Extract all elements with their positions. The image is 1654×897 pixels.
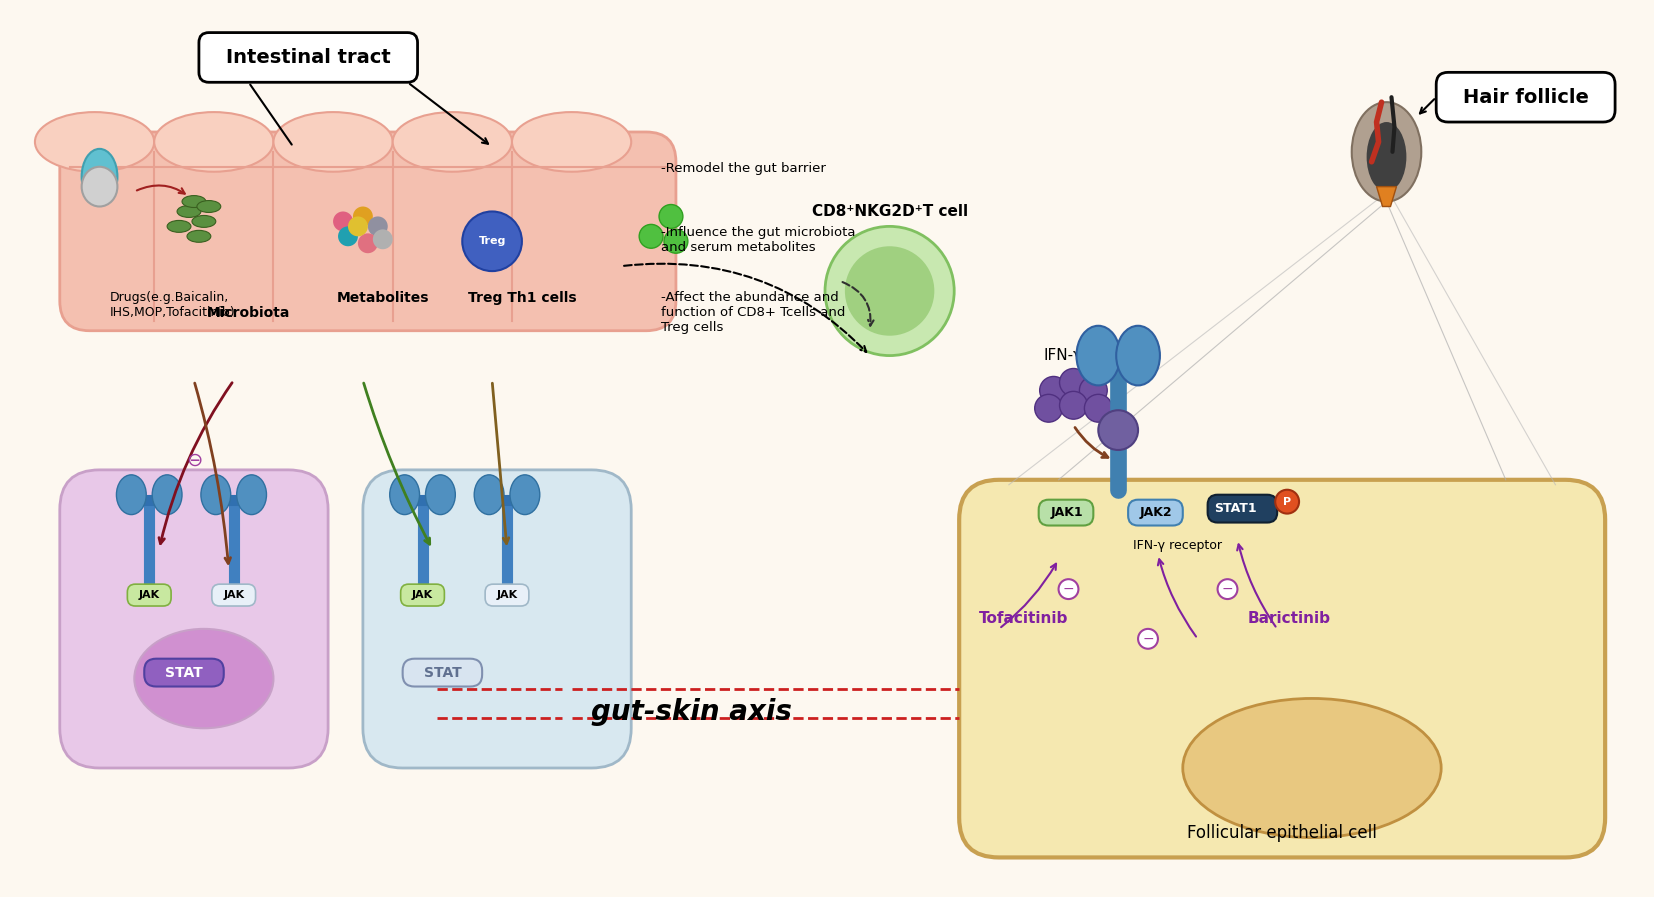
- Ellipse shape: [35, 112, 154, 171]
- Circle shape: [337, 226, 357, 247]
- Ellipse shape: [167, 221, 190, 232]
- Circle shape: [825, 226, 954, 355]
- Ellipse shape: [1351, 102, 1421, 202]
- Circle shape: [1098, 410, 1138, 450]
- Ellipse shape: [81, 167, 117, 206]
- Circle shape: [1060, 369, 1087, 396]
- FancyBboxPatch shape: [60, 132, 676, 331]
- Ellipse shape: [475, 475, 504, 515]
- Ellipse shape: [182, 196, 205, 207]
- Text: Metabolites: Metabolites: [336, 291, 428, 305]
- Circle shape: [1040, 377, 1067, 405]
- Text: ⊖: ⊖: [185, 450, 202, 469]
- Text: Treg: Treg: [478, 236, 506, 247]
- Text: JAK: JAK: [412, 590, 433, 600]
- FancyBboxPatch shape: [144, 658, 223, 686]
- Ellipse shape: [152, 475, 182, 515]
- Ellipse shape: [237, 475, 266, 515]
- FancyBboxPatch shape: [127, 584, 170, 606]
- Text: STAT: STAT: [165, 666, 203, 680]
- Circle shape: [1080, 377, 1107, 405]
- Ellipse shape: [197, 201, 220, 213]
- Text: JAK: JAK: [496, 590, 518, 600]
- Ellipse shape: [1077, 326, 1120, 386]
- Text: -Affect the abundance and
function of CD8+ Tcells and
Treg cells: -Affect the abundance and function of CD…: [662, 291, 845, 334]
- Text: Drugs(e.g.Baicalin,
IHS,MOP,Tofacitinib): Drugs(e.g.Baicalin, IHS,MOP,Tofacitinib): [109, 291, 235, 319]
- FancyBboxPatch shape: [362, 470, 632, 768]
- Ellipse shape: [1183, 699, 1441, 838]
- Ellipse shape: [273, 112, 392, 171]
- FancyBboxPatch shape: [959, 480, 1604, 858]
- Ellipse shape: [81, 149, 117, 205]
- FancyBboxPatch shape: [198, 32, 417, 83]
- Circle shape: [357, 233, 377, 253]
- FancyBboxPatch shape: [1436, 73, 1614, 122]
- Text: JAK: JAK: [139, 590, 160, 600]
- Circle shape: [352, 206, 372, 226]
- Text: JAK2: JAK2: [1140, 506, 1173, 519]
- Text: -Remodel the gut barrier: -Remodel the gut barrier: [662, 161, 825, 175]
- Text: Intestinal tract: Intestinal tract: [227, 48, 390, 67]
- Text: IFN-γ: IFN-γ: [1044, 348, 1083, 363]
- Ellipse shape: [192, 215, 215, 227]
- Circle shape: [1138, 629, 1158, 649]
- Circle shape: [845, 247, 935, 335]
- Ellipse shape: [1366, 122, 1406, 192]
- Text: JAK: JAK: [223, 590, 245, 600]
- Text: Microbiota: Microbiota: [207, 306, 291, 320]
- Text: −: −: [1143, 631, 1154, 646]
- FancyBboxPatch shape: [212, 584, 256, 606]
- Polygon shape: [1376, 187, 1396, 206]
- FancyBboxPatch shape: [485, 584, 529, 606]
- Ellipse shape: [392, 112, 513, 171]
- FancyBboxPatch shape: [1039, 500, 1093, 526]
- Circle shape: [1275, 490, 1298, 514]
- FancyBboxPatch shape: [1207, 495, 1277, 523]
- Circle shape: [1217, 579, 1237, 599]
- Ellipse shape: [390, 475, 420, 515]
- Ellipse shape: [425, 475, 455, 515]
- Circle shape: [663, 230, 688, 253]
- Ellipse shape: [509, 475, 539, 515]
- Text: Barictinib: Barictinib: [1247, 612, 1330, 626]
- Circle shape: [1059, 579, 1078, 599]
- Circle shape: [1060, 391, 1087, 419]
- Text: STAT: STAT: [423, 666, 461, 680]
- Ellipse shape: [177, 205, 200, 217]
- Ellipse shape: [134, 629, 273, 728]
- Ellipse shape: [154, 112, 273, 171]
- Ellipse shape: [1116, 326, 1159, 386]
- Ellipse shape: [187, 231, 210, 242]
- Text: P: P: [1284, 497, 1292, 507]
- Text: gut-skin axis: gut-skin axis: [592, 699, 792, 727]
- Circle shape: [1085, 395, 1111, 422]
- Circle shape: [372, 230, 392, 249]
- FancyBboxPatch shape: [400, 584, 445, 606]
- Text: Treg Th1 cells: Treg Th1 cells: [468, 291, 576, 305]
- Ellipse shape: [200, 475, 230, 515]
- Circle shape: [367, 216, 387, 236]
- Text: Follicular epithelial cell: Follicular epithelial cell: [1188, 823, 1378, 841]
- Circle shape: [1035, 395, 1062, 422]
- Ellipse shape: [116, 475, 146, 515]
- FancyBboxPatch shape: [1128, 500, 1183, 526]
- Text: Hair follicle: Hair follicle: [1462, 88, 1588, 107]
- Text: Tofacitinib: Tofacitinib: [979, 612, 1068, 626]
- Text: JAK1: JAK1: [1050, 506, 1083, 519]
- Circle shape: [461, 212, 523, 271]
- Text: STAT1: STAT1: [1214, 502, 1257, 515]
- Circle shape: [347, 216, 367, 236]
- Text: IFN-γ receptor: IFN-γ receptor: [1133, 539, 1222, 553]
- Text: CD8⁺NKG2D⁺T cell: CD8⁺NKG2D⁺T cell: [812, 204, 968, 219]
- Circle shape: [332, 212, 352, 231]
- Text: −: −: [1222, 582, 1234, 597]
- Circle shape: [658, 205, 683, 229]
- FancyBboxPatch shape: [60, 470, 327, 768]
- Text: −: −: [1062, 582, 1075, 597]
- Circle shape: [638, 224, 663, 248]
- Ellipse shape: [513, 112, 632, 171]
- FancyBboxPatch shape: [402, 658, 483, 686]
- Text: -Influence the gut microbiota
and serum metabolites: -Influence the gut microbiota and serum …: [662, 226, 855, 255]
